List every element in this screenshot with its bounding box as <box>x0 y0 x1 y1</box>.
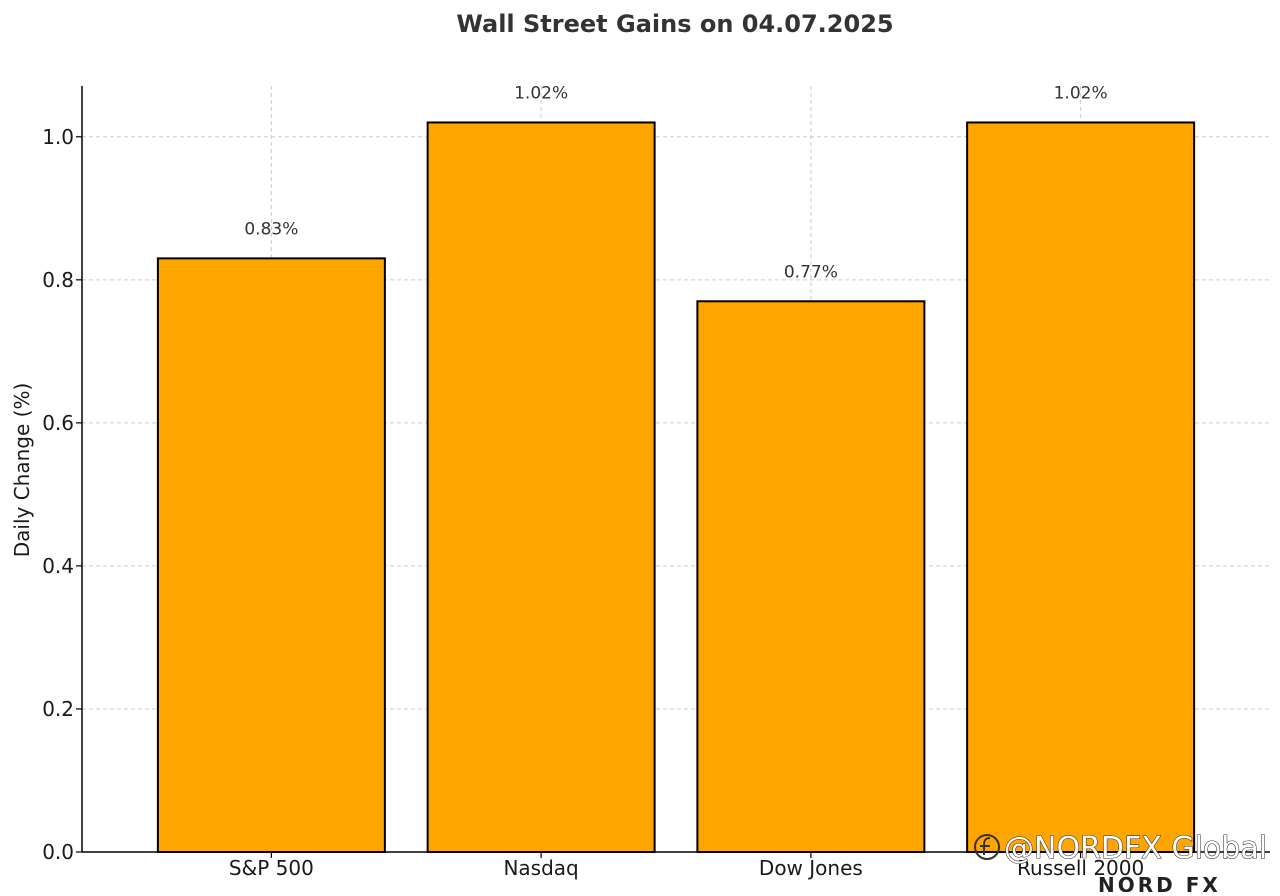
bar-s-p-500 <box>156 257 386 854</box>
watermark: @NORDFX Global <box>974 830 1268 867</box>
y-tick-label: 0.6 <box>42 411 74 435</box>
bar-nasdaq <box>426 121 656 853</box>
brand-text: NORD FX <box>1098 873 1221 892</box>
bar-dow-jones <box>696 300 926 853</box>
x-tick-label: S&P 500 <box>229 856 314 880</box>
social-logo-icon <box>974 834 1000 860</box>
y-tick-label: 0.0 <box>42 840 74 864</box>
axes <box>81 86 1270 853</box>
bar-russell-2000 <box>966 121 1196 853</box>
y-tick-label: 1.0 <box>42 125 74 149</box>
y-axis-label: Daily Change (%) <box>10 383 34 558</box>
ticks: 0.0 0.2 0.4 0.6 0.8 1.0 S&P 500 Nasdaq Dow Jones… <box>42 125 1144 880</box>
data-label: 1.02% <box>514 83 568 103</box>
data-label: 0.77% <box>784 262 838 282</box>
x-tick-label: Nasdaq <box>503 856 578 880</box>
y-tick-label: 0.4 <box>42 554 74 578</box>
y-tick-label: 0.8 <box>42 268 74 292</box>
data-label: 1.02% <box>1054 83 1108 103</box>
x-tick-label: Russell 2000 <box>1017 856 1144 880</box>
bars <box>156 121 1196 854</box>
brand-logo: NORD FX <box>1098 873 1221 896</box>
watermark-text: @NORDFX Global <box>1004 831 1267 866</box>
chart-title: Wall Street Gains on 04.07.2025 <box>456 10 893 38</box>
value-labels: 0.83% 1.02% 0.77% 1.02% <box>244 83 1107 282</box>
y-tick-label: 0.2 <box>42 697 74 721</box>
x-tick-label: Dow Jones <box>759 856 863 880</box>
data-label: 0.83% <box>244 219 298 239</box>
